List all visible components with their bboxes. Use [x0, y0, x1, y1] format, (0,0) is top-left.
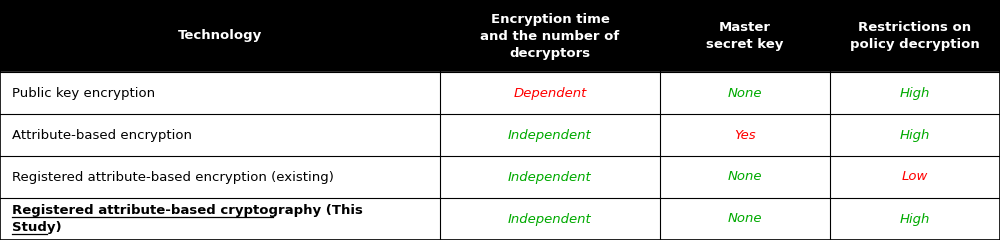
- Text: High: High: [900, 86, 930, 100]
- Bar: [0, 156, 1000, 198]
- Text: Encryption time
and the number of
decryptors: Encryption time and the number of decryp…: [480, 12, 620, 60]
- Text: Registered attribute-based encryption (existing): Registered attribute-based encryption (e…: [12, 170, 334, 184]
- Text: Restrictions on
policy decryption: Restrictions on policy decryption: [850, 21, 980, 51]
- Text: Low: Low: [902, 170, 928, 184]
- Text: Master
secret key: Master secret key: [706, 21, 784, 51]
- Text: Attribute-based encryption: Attribute-based encryption: [12, 128, 192, 142]
- Text: Public key encryption: Public key encryption: [12, 86, 155, 100]
- Text: High: High: [900, 212, 930, 226]
- Text: Independent: Independent: [508, 128, 592, 142]
- Text: None: None: [728, 212, 762, 226]
- Bar: [0, 198, 1000, 240]
- Text: Independent: Independent: [508, 170, 592, 184]
- Text: Technology: Technology: [178, 30, 262, 42]
- Text: None: None: [728, 86, 762, 100]
- Text: Yes: Yes: [734, 128, 756, 142]
- Text: Dependent: Dependent: [513, 86, 587, 100]
- Bar: [0, 0, 1000, 72]
- Text: High: High: [900, 128, 930, 142]
- Bar: [0, 114, 1000, 156]
- Bar: [0, 72, 1000, 114]
- Text: Independent: Independent: [508, 212, 592, 226]
- Text: Study): Study): [12, 221, 62, 234]
- Text: Registered attribute-based cryptography (This: Registered attribute-based cryptography …: [12, 204, 363, 217]
- Text: None: None: [728, 170, 762, 184]
